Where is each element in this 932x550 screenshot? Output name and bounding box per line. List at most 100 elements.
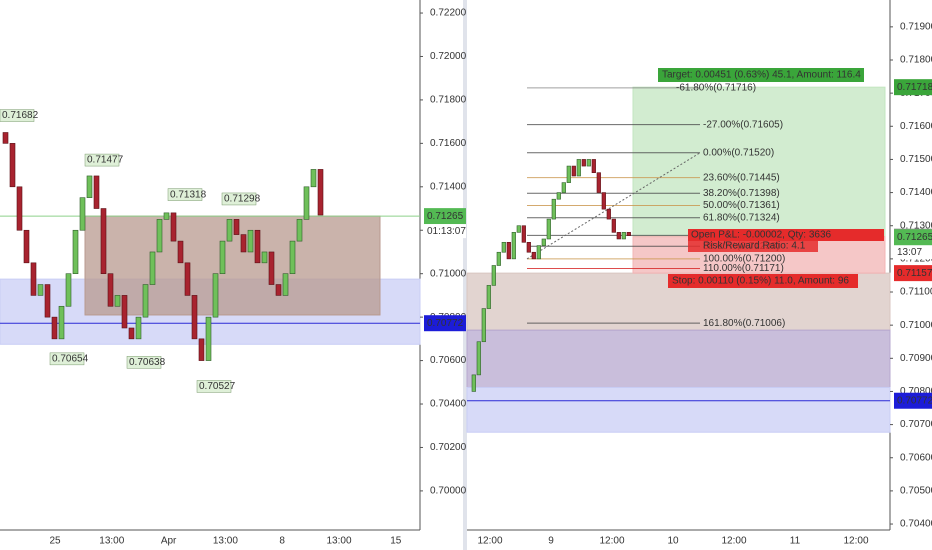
candle-body (44, 284, 51, 318)
candle-body (177, 240, 184, 264)
y-tick-label: 0.70400 (430, 399, 467, 410)
candle-body (501, 241, 506, 253)
candle-body (93, 175, 100, 209)
candle-body (51, 316, 58, 340)
x-tick-label: 12:00 (843, 536, 868, 547)
candle-body (591, 159, 596, 173)
countdown-box (424, 224, 466, 239)
candle-body (128, 327, 135, 340)
candle-body (184, 262, 191, 296)
candle-body (581, 159, 586, 167)
candle-body (481, 308, 486, 343)
extreme-label-box (126, 356, 162, 369)
candle-body (531, 251, 536, 260)
x-tick-label: 25 (49, 536, 61, 547)
candle-body (526, 241, 531, 253)
candle-body (506, 241, 511, 260)
candle-body (240, 234, 247, 253)
y-tick-label: 0.71100 (900, 287, 932, 298)
y-tick-label: 0.71000 (430, 268, 467, 279)
extreme-label: 0.70527 (199, 381, 236, 392)
fib-label: 50.00%(0.71361) (703, 200, 780, 211)
y-tick-label: 0.71600 (430, 138, 467, 149)
price-tag-label: 0.70772 (427, 318, 464, 329)
candle-body (100, 208, 107, 274)
candle-body (226, 219, 233, 242)
candle-body (142, 284, 149, 318)
candle-body (561, 182, 566, 193)
candle-body (486, 285, 491, 309)
open-label: Open P&L: -0.00002, Qty: 3636 (691, 230, 832, 241)
price-tag-label: 0.70772 (897, 395, 932, 406)
fib-label: 100.00%(0.71200) (703, 254, 785, 265)
x-tick-label: 12:00 (599, 536, 624, 547)
candle-body (16, 186, 23, 231)
candle-body (541, 238, 546, 246)
candle-body (121, 295, 128, 329)
candle-body (107, 273, 114, 307)
candle-body (626, 232, 631, 236)
candle-body (496, 251, 501, 266)
candle-body (571, 165, 576, 177)
candle-body (576, 159, 581, 177)
y-tick-label: 0.71000 (900, 320, 932, 331)
candle-body (65, 273, 72, 307)
candle-body (546, 218, 551, 240)
extreme-label: 0.71298 (224, 194, 261, 205)
x-tick-label: Apr (161, 536, 177, 547)
x-tick-label: 13:00 (326, 536, 351, 547)
candle-body (2, 132, 9, 144)
candle-body (9, 143, 16, 188)
y-tick-label: 0.70200 (430, 442, 467, 453)
open-label-box (688, 229, 884, 241)
candle-body (551, 198, 556, 220)
candle-body (521, 225, 526, 243)
candle-body (58, 305, 65, 340)
candle-body (289, 240, 296, 274)
extreme-label-box (196, 380, 232, 393)
x-tick-label: 13:00 (213, 536, 238, 547)
candle-body (135, 316, 142, 340)
candle-body (149, 251, 156, 285)
candle-body (275, 284, 282, 296)
ratio-label: Risk/Reward Ratio: 4.1 (703, 241, 806, 252)
x-tick-label: 13:00 (99, 536, 124, 547)
zone (466, 386, 891, 433)
candle-body (191, 295, 198, 340)
fib-label: 38.20%(0.71398) (703, 188, 780, 199)
x-tick-label: 12:00 (721, 536, 746, 547)
y-tick-label: 0.71600 (900, 121, 932, 132)
candle-body (79, 197, 86, 231)
price-tag (424, 208, 466, 225)
y-tick-label: 0.71800 (430, 95, 467, 106)
candle-body (170, 212, 177, 242)
extreme-label-box (0, 109, 35, 122)
extreme-label-box (49, 352, 85, 366)
y-tick-label: 0.70000 (430, 486, 467, 497)
price-tag-label: 0.71157 (897, 268, 932, 279)
candle-body (30, 262, 37, 296)
x-tick-label: 8 (279, 536, 285, 547)
candle-body (310, 169, 317, 188)
candle-body (219, 240, 226, 274)
fib-label: 23.60%(0.71445) (703, 172, 780, 183)
price-tag-label: 0.71718 (897, 82, 932, 93)
fib-label: -61.80%(0.71716) (676, 82, 756, 93)
x-tick-label: 9 (548, 536, 554, 547)
y-tick-label: 0.71400 (900, 187, 932, 198)
target-label-box (658, 68, 864, 82)
candle-body (268, 251, 275, 285)
y-tick-label: 0.72000 (430, 51, 467, 62)
candle-body (233, 219, 240, 235)
price-tag (894, 392, 932, 409)
candle-body (282, 273, 289, 296)
ratio-label-box (688, 240, 818, 252)
target-label: Target: 0.00451 (0.63%) 45.1, Amount: 11… (662, 70, 861, 81)
x-tick-label: 12:00 (477, 536, 502, 547)
extreme-label-box (167, 188, 203, 201)
